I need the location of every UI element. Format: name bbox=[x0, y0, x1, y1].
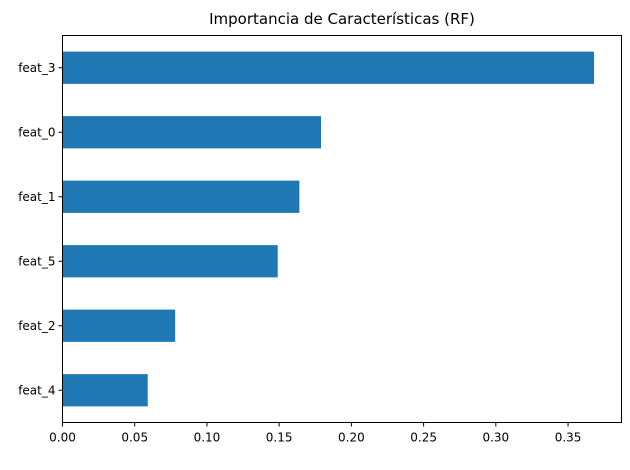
x-tick-label: 0.30 bbox=[482, 431, 509, 445]
y-tick-label: feat_5 bbox=[18, 254, 55, 268]
bar-feat-0 bbox=[62, 116, 322, 149]
bar-feat-2 bbox=[62, 309, 176, 342]
y-tick-label: feat_0 bbox=[18, 125, 55, 139]
x-tick-label: 0.10 bbox=[194, 431, 221, 445]
x-tick-label: 0.15 bbox=[266, 431, 293, 445]
bar-feat-5 bbox=[62, 245, 278, 278]
y-tick-label: feat_3 bbox=[18, 61, 55, 75]
y-tick-label: feat_4 bbox=[18, 383, 55, 397]
y-axis-ticks: feat_3 feat_0 feat_1 feat_5 feat_2 feat_4 bbox=[18, 61, 63, 397]
y-tick-label: feat_1 bbox=[18, 190, 55, 204]
y-tick-label: feat_2 bbox=[18, 319, 55, 333]
bars-group bbox=[62, 51, 595, 407]
bar-feat-3 bbox=[62, 51, 595, 84]
chart-title: Importancia de Características (RF) bbox=[209, 10, 475, 28]
bar-feat-1 bbox=[62, 180, 300, 213]
x-tick-label: 0.20 bbox=[338, 431, 365, 445]
x-tick-label: 0.35 bbox=[555, 431, 582, 445]
plot-frame bbox=[62, 35, 622, 423]
x-tick-label: 0.00 bbox=[49, 431, 76, 445]
x-axis-ticks: 0.00 0.05 0.10 0.15 0.20 0.25 0.30 0.35 bbox=[49, 422, 582, 445]
x-tick-label: 0.25 bbox=[410, 431, 437, 445]
x-tick-label: 0.05 bbox=[121, 431, 148, 445]
bar-feat-4 bbox=[62, 374, 148, 407]
